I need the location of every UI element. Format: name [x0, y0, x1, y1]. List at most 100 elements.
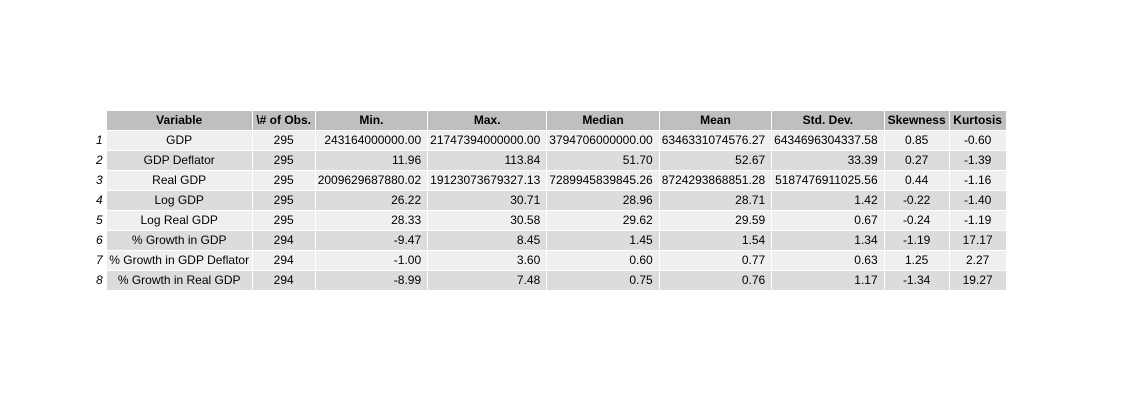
table-row: 6% Growth in GDP 294 -9.47 8.45 1.45 1.54 1.34…: [94, 231, 1006, 250]
cell-kurtosis: 19.27: [949, 271, 1006, 290]
cell-skewness: 0.85: [884, 131, 949, 150]
cell-variable: Real GDP: [106, 171, 252, 190]
cell-std-dev: 0.67: [772, 211, 884, 230]
summary-statistics-table: Variable \# of Obs. Min. Max. Median Mea…: [93, 110, 1007, 291]
row-index: 6: [94, 231, 106, 250]
cell-skewness: 0.44: [884, 171, 949, 190]
table-body: 1 GDP 295 243164000000.00 21747394000000.00 3…: [94, 131, 1006, 290]
cell-min: 243164000000.00: [315, 131, 428, 150]
cell-min: -9.47: [315, 231, 428, 250]
cell-std-dev: 1.17: [772, 271, 884, 290]
column-header-kurtosis: Kurtosis: [949, 111, 1006, 130]
cell-obs: 294: [252, 271, 315, 290]
cell-std-dev: 0.63: [772, 251, 884, 270]
cell-mean: 28.71: [659, 191, 772, 210]
table-row: 2 GDP Deflator 295 11.96 113.84 51.70 52.67 33.…: [94, 151, 1006, 170]
cell-variable: GDP Deflator: [106, 151, 252, 170]
cell-median: 29.62: [547, 211, 659, 230]
table-row: 4 Log GDP 295 26.22 30.71 28.96 28.71 1.42 -0.22…: [94, 191, 1006, 210]
row-index: 4: [94, 191, 106, 210]
cell-skewness: -0.22: [884, 191, 949, 210]
cell-std-dev: 1.34: [772, 231, 884, 250]
cell-kurtosis: -1.19: [949, 211, 1006, 230]
cell-kurtosis: 2.27: [949, 251, 1006, 270]
cell-median: 0.60: [547, 251, 659, 270]
cell-mean: 1.54: [659, 231, 772, 250]
column-header-mean: Mean: [659, 111, 772, 130]
cell-variable: Log GDP: [106, 191, 252, 210]
column-header-max: Max.: [428, 111, 547, 130]
table-row: 7% Growth in GDP Deflator 294 -1.00 3.60 0.6…: [94, 251, 1006, 270]
cell-max: 3.60: [428, 251, 547, 270]
cell-variable: Log Real GDP: [106, 211, 252, 230]
cell-mean: 0.76: [659, 271, 772, 290]
cell-min: 11.96: [315, 151, 428, 170]
cell-kurtosis: -0.60: [949, 131, 1006, 150]
row-index: 8: [94, 271, 106, 290]
row-index: 5: [94, 211, 106, 230]
table-row: 8% Growth in Real GDP 294 -8.99 7.48 0.75 0.7…: [94, 271, 1006, 290]
column-header-obs: \# of Obs.: [252, 111, 315, 130]
cell-min: 28.33: [315, 211, 428, 230]
cell-mean: 0.77: [659, 251, 772, 270]
column-header-median: Median: [547, 111, 659, 130]
cell-skewness: -1.34: [884, 271, 949, 290]
cell-median: 1.45: [547, 231, 659, 250]
cell-obs: 295: [252, 211, 315, 230]
row-index: 1: [94, 131, 106, 150]
cell-max: 21747394000000.00: [428, 131, 547, 150]
table-row: 3 Real GDP 295 2009629687880.02 191230736793…: [94, 171, 1006, 190]
cell-mean: 8724293868851.28: [659, 171, 772, 190]
cell-skewness: -0.24: [884, 211, 949, 230]
column-header-variable: Variable: [106, 111, 252, 130]
cell-obs: 295: [252, 191, 315, 210]
cell-median: 51.70: [547, 151, 659, 170]
cell-variable: % Growth in GDP Deflator: [106, 251, 252, 270]
cell-obs: 294: [252, 251, 315, 270]
cell-std-dev: 33.39: [772, 151, 884, 170]
cell-max: 30.58: [428, 211, 547, 230]
table-header-row: Variable \# of Obs. Min. Max. Median Mea…: [94, 111, 1006, 130]
cell-median: 28.96: [547, 191, 659, 210]
cell-max: 30.71: [428, 191, 547, 210]
cell-obs: 295: [252, 171, 315, 190]
cell-variable: % Growth in GDP: [106, 231, 252, 250]
cell-skewness: 0.27: [884, 151, 949, 170]
cell-median: 3794706000000.00: [547, 131, 659, 150]
row-index: 2: [94, 151, 106, 170]
cell-min: -1.00: [315, 251, 428, 270]
cell-max: 113.84: [428, 151, 547, 170]
cell-skewness: 1.25: [884, 251, 949, 270]
cell-kurtosis: -1.40: [949, 191, 1006, 210]
cell-min: -8.99: [315, 271, 428, 290]
index-column-header: [94, 111, 106, 130]
cell-mean: 52.67: [659, 151, 772, 170]
cell-median: 0.75: [547, 271, 659, 290]
cell-kurtosis: -1.39: [949, 151, 1006, 170]
cell-variable: GDP: [106, 131, 252, 150]
cell-max: 8.45: [428, 231, 547, 250]
cell-mean: 6346331074576.27: [659, 131, 772, 150]
table-row: 1 GDP 295 243164000000.00 21747394000000.00 3…: [94, 131, 1006, 150]
cell-std-dev: 6434696304337.58: [772, 131, 884, 150]
cell-std-dev: 5187476911025.56: [772, 171, 884, 190]
cell-min: 2009629687880.02: [315, 171, 428, 190]
cell-std-dev: 1.42: [772, 191, 884, 210]
column-header-min: Min.: [315, 111, 428, 130]
cell-max: 19123073679327.13: [428, 171, 547, 190]
row-index: 3: [94, 171, 106, 190]
cell-min: 26.22: [315, 191, 428, 210]
column-header-skewness: Skewness: [884, 111, 949, 130]
cell-obs: 294: [252, 231, 315, 250]
table-row: 5 Log Real GDP 295 28.33 30.58 29.62 29.59 0.67…: [94, 211, 1006, 230]
row-index: 7: [94, 251, 106, 270]
cell-kurtosis: -1.16: [949, 171, 1006, 190]
cell-obs: 295: [252, 151, 315, 170]
cell-max: 7.48: [428, 271, 547, 290]
cell-median: 7289945839845.26: [547, 171, 659, 190]
cell-skewness: -1.19: [884, 231, 949, 250]
cell-mean: 29.59: [659, 211, 772, 230]
cell-variable: % Growth in Real GDP: [106, 271, 252, 290]
column-header-std-dev: Std. Dev.: [772, 111, 884, 130]
cell-obs: 295: [252, 131, 315, 150]
